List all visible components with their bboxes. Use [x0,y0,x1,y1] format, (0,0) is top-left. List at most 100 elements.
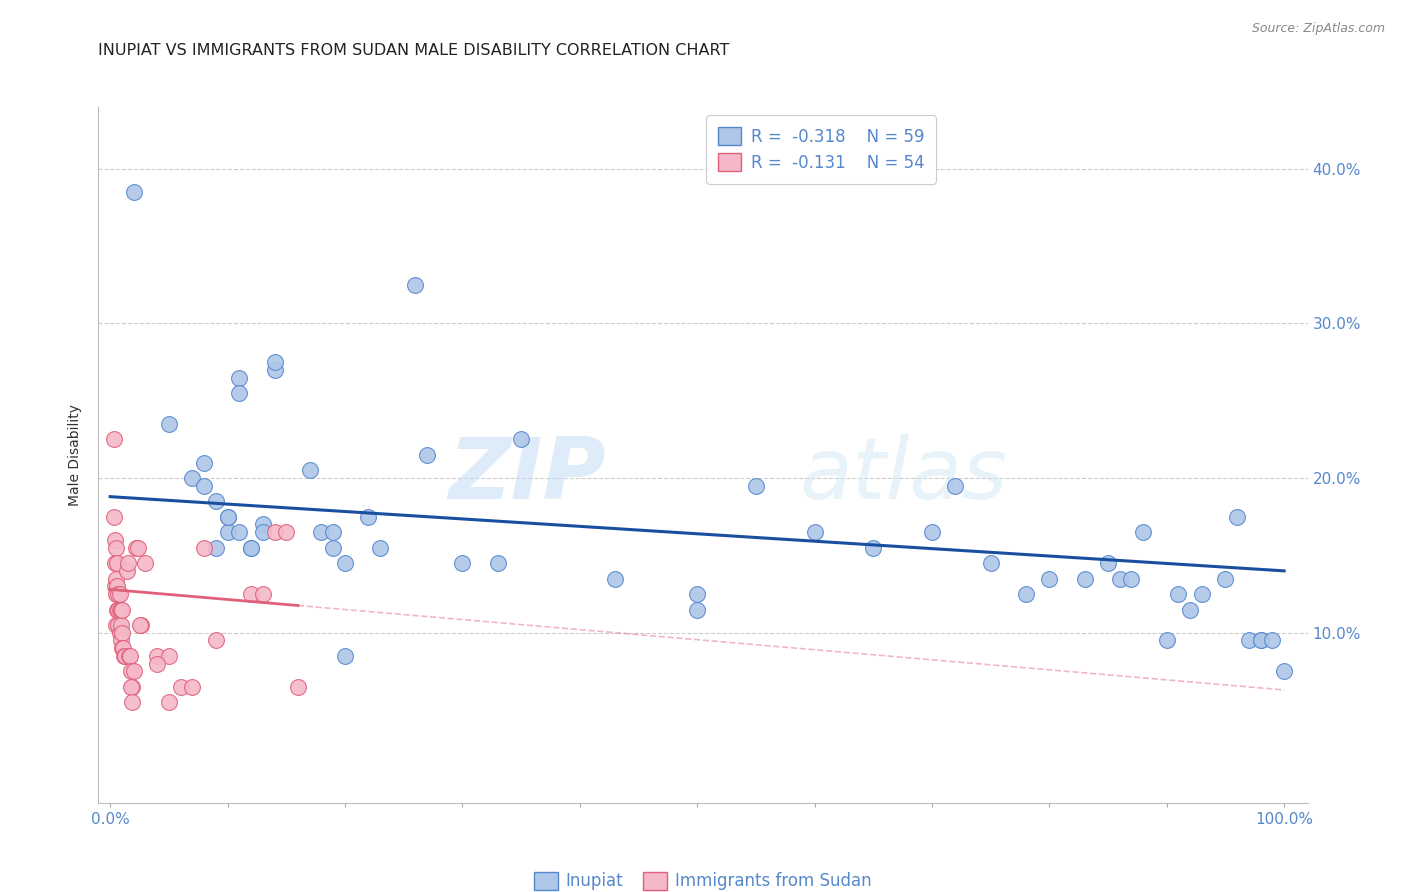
Point [1261,633,1284,648]
Point [114,648,136,663]
Point [1097,556,1119,570]
Point [311,525,333,540]
Point [103,433,125,447]
Point [105,579,128,593]
Point [1121,572,1143,586]
Point [122,185,145,199]
Point [122,665,145,679]
Point [157,417,180,431]
Point [112,641,135,656]
Point [146,657,169,671]
Point [125,541,148,555]
Point [1167,587,1189,601]
Point [127,541,149,555]
Point [1250,633,1272,648]
Point [217,525,239,540]
Point [1272,665,1295,679]
Point [105,572,128,586]
Point [204,494,226,508]
Point [181,680,204,694]
Point [108,625,131,640]
Point [416,448,439,462]
Point [117,556,139,570]
Point [510,433,533,447]
Point [1215,572,1237,586]
Text: ZIP: ZIP [449,434,606,517]
Point [105,541,128,555]
Point [1132,525,1154,540]
Point [217,509,239,524]
Point [118,648,141,663]
Point [107,618,129,632]
Point [157,648,180,663]
Point [115,564,138,578]
Point [1250,633,1272,648]
Point [686,587,709,601]
Point [404,277,426,292]
Point [322,525,344,540]
Point [107,602,129,616]
Point [862,541,884,555]
Point [120,648,142,663]
Point [333,648,356,663]
Point [1191,587,1213,601]
Point [686,602,709,616]
Point [120,665,142,679]
Point [217,509,239,524]
Point [193,541,215,555]
Point [228,386,250,401]
Point [263,363,285,377]
Point [157,695,180,709]
Point [111,625,134,640]
Point [108,587,131,601]
Point [104,533,127,547]
Point [357,509,380,524]
Point [1226,509,1249,524]
Point [1015,587,1038,601]
Point [128,618,150,632]
Point [252,517,274,532]
Point [105,556,128,570]
Point [263,355,285,369]
Point [129,618,152,632]
Point [252,587,274,601]
Point [945,479,967,493]
Point [193,479,215,493]
Point [980,556,1002,570]
Point [333,556,356,570]
Point [228,525,250,540]
Point [104,556,127,570]
Point [451,556,474,570]
Point [134,556,156,570]
Point [105,587,128,601]
Point [204,541,226,555]
Point [204,633,226,648]
Point [104,579,127,593]
Point [1108,572,1130,586]
Point [263,525,285,540]
Y-axis label: Male Disability: Male Disability [69,404,83,506]
Point [1038,572,1060,586]
Point [298,463,321,477]
Point [146,648,169,663]
Point [120,680,142,694]
Point [276,525,298,540]
Point [107,587,129,601]
Point [1156,633,1178,648]
Point [111,641,134,656]
Point [111,602,134,616]
Point [193,456,215,470]
Text: atlas: atlas [800,434,1008,517]
Point [1237,633,1260,648]
Point [110,618,132,632]
Point [228,370,250,384]
Point [240,587,263,601]
Point [1180,602,1202,616]
Point [1073,572,1095,586]
Point [110,602,132,616]
Point [121,680,143,694]
Legend: Inupiat, Immigrants from Sudan: Inupiat, Immigrants from Sudan [523,860,883,892]
Point [112,648,135,663]
Point [322,541,344,555]
Point [486,556,509,570]
